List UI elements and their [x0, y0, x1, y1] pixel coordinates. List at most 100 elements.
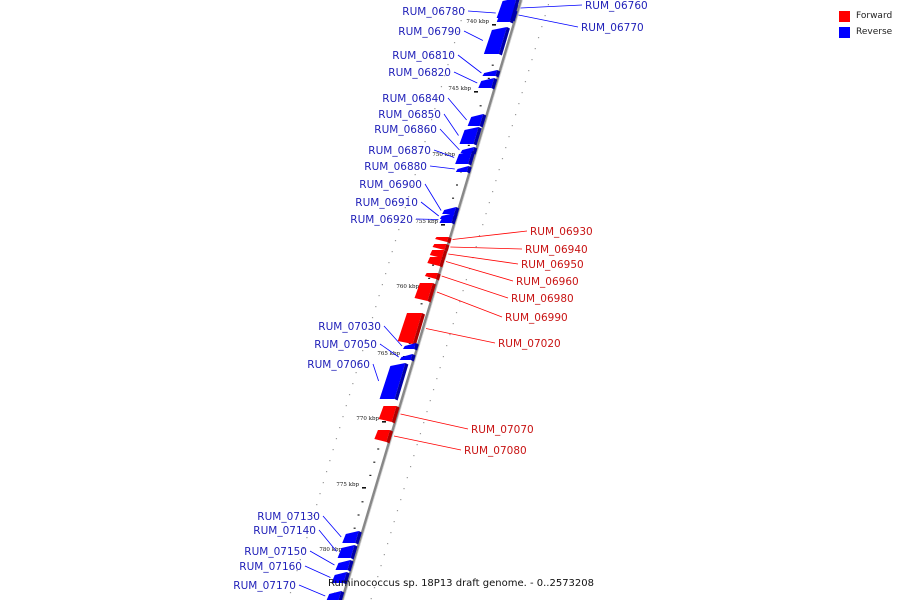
gene-label[interactable]: RUM_07070	[471, 424, 534, 436]
reverse-gene-feature[interactable]	[337, 545, 355, 558]
gene-feature-shade	[451, 216, 457, 225]
scale-minor-tick	[369, 474, 372, 476]
forward-gene-feature[interactable]	[414, 283, 433, 301]
gene-label[interactable]: RUM_06840	[382, 93, 445, 105]
reverse-gene-feature[interactable]	[482, 70, 498, 76]
scale-minor-tick	[432, 264, 435, 266]
reverse-gene-feature[interactable]	[455, 151, 473, 164]
gene-label[interactable]: RUM_07020	[498, 338, 561, 350]
label-leader-line	[463, 30, 484, 41]
label-leader-line	[415, 218, 439, 220]
scale-tick-label: 750 kbp	[432, 152, 455, 158]
gene-label[interactable]: RUM_07060	[307, 359, 370, 371]
scale-minor-tick	[428, 277, 431, 279]
legend-label-forward: Forward	[856, 11, 893, 21]
gene-feature-shade	[427, 283, 436, 303]
gene-feature-shade	[338, 591, 345, 600]
genome-backbone	[340, 0, 523, 600]
forward-gene-feature[interactable]	[429, 250, 445, 258]
label-leader-line	[424, 183, 442, 211]
gene-label[interactable]: RUM_06920	[350, 214, 413, 226]
forward-gene-feature[interactable]	[397, 313, 423, 344]
forward-gene-feature[interactable]	[432, 244, 447, 250]
gene-feature-shade	[386, 430, 393, 444]
gene-label[interactable]: RUM_07170	[233, 580, 296, 592]
reverse-gene-feature[interactable]	[467, 114, 484, 126]
reverse-gene-feature[interactable]	[439, 216, 454, 223]
reverse-gene-feature[interactable]	[399, 354, 413, 360]
gene-label[interactable]: RUM_07050	[314, 339, 377, 351]
gene-labels: RUM_06760 RUM_06770 RUM_06780 RUM_06790 RUM_…	[233, 0, 647, 592]
gene-feature-shade	[412, 313, 426, 346]
scale-minor-tick	[353, 527, 356, 529]
reverse-gene-feature[interactable]	[483, 27, 507, 54]
label-leader-line	[518, 14, 579, 28]
reverse-gene-feature[interactable]	[478, 78, 495, 88]
reverse-gene-feature[interactable]	[442, 207, 457, 214]
gene-label[interactable]: RUM_06960	[516, 276, 579, 288]
gene-label[interactable]: RUM_06790	[398, 26, 461, 38]
gene-label[interactable]: RUM_07130	[257, 511, 320, 523]
reverse-swatch	[839, 26, 850, 38]
forward-gene-feature[interactable]	[427, 257, 442, 266]
gene-label[interactable]: RUM_07080	[464, 445, 527, 457]
gene-label[interactable]: RUM_06810	[392, 50, 455, 62]
gene-label[interactable]: RUM_06760	[585, 0, 648, 12]
gene-label[interactable]: RUM_06780	[402, 6, 465, 18]
gene-label[interactable]: RUM_06860	[374, 124, 437, 136]
gene-label[interactable]: RUM_07150	[244, 546, 307, 558]
label-leader-line	[400, 413, 469, 430]
gene-feature-shade	[479, 114, 487, 128]
label-leader-line	[318, 529, 337, 552]
gene-feature-shade	[347, 560, 354, 572]
gene-label[interactable]: RUM_07160	[239, 561, 302, 573]
genome-caption: Ruminococcus sp. 18P13 draft genome. - 0…	[328, 578, 595, 589]
gene-label[interactable]: RUM_06870	[368, 145, 431, 157]
reverse-gene-feature[interactable]	[331, 572, 347, 583]
label-leader-line	[520, 4, 583, 9]
scale-tick-mark	[362, 487, 366, 489]
gene-label[interactable]: RUM_06930	[530, 226, 593, 238]
gene-label[interactable]: RUM_06900	[359, 179, 422, 191]
scale-tick-label: 760 kbp	[396, 284, 419, 290]
gene-label[interactable]: RUM_06770	[581, 22, 644, 34]
forward-gene-feature[interactable]	[424, 273, 438, 279]
label-leader-line	[372, 363, 379, 382]
legend: Forward Reverse	[839, 8, 892, 40]
scale-minor-tick	[487, 77, 490, 79]
gene-feature-shade	[394, 363, 409, 401]
label-leader-line	[304, 565, 331, 578]
scale-minor-tick	[467, 144, 470, 146]
reverse-gene-feature[interactable]	[342, 531, 359, 543]
gene-label[interactable]: RUM_06910	[355, 197, 418, 209]
gene-label[interactable]: RUM_07140	[253, 525, 316, 537]
scale-minor-tick	[408, 342, 411, 344]
gene-label[interactable]: RUM_06990	[505, 312, 568, 324]
forward-gene-feature[interactable]	[435, 237, 449, 242]
gene-label[interactable]: RUM_06950	[521, 259, 584, 271]
gene-label[interactable]: RUM_07030	[318, 321, 381, 333]
label-leader-line	[433, 149, 455, 158]
scale-minor-tick	[452, 197, 455, 199]
reverse-gene-feature[interactable]	[335, 560, 351, 570]
reverse-gene-feature[interactable]	[496, 4, 516, 22]
label-leader-line	[379, 343, 399, 358]
forward-gene-feature[interactable]	[374, 430, 390, 442]
reverse-gene-feature[interactable]	[402, 343, 416, 349]
reverse-gene-feature[interactable]	[379, 363, 406, 399]
gene-label[interactable]: RUM_06980	[511, 293, 574, 305]
gene-label[interactable]: RUM_06820	[388, 67, 451, 79]
forward-gene-feature[interactable]	[378, 406, 397, 422]
gene-label[interactable]: RUM_06850	[378, 109, 441, 121]
gene-label[interactable]: RUM_06880	[364, 161, 427, 173]
reverse-gene-feature[interactable]	[326, 591, 342, 600]
reverse-gene-feature[interactable]	[459, 127, 479, 144]
gene-feature-shade	[468, 151, 476, 166]
scale-minor-tick	[479, 105, 482, 107]
scale-minor-tick	[455, 184, 458, 186]
scale-minor-tick	[357, 514, 360, 516]
scale-tick-label: 775 kbp	[336, 482, 359, 488]
gene-label[interactable]: RUM_06940	[525, 244, 588, 256]
reverse-gene-feature[interactable]	[455, 166, 469, 172]
